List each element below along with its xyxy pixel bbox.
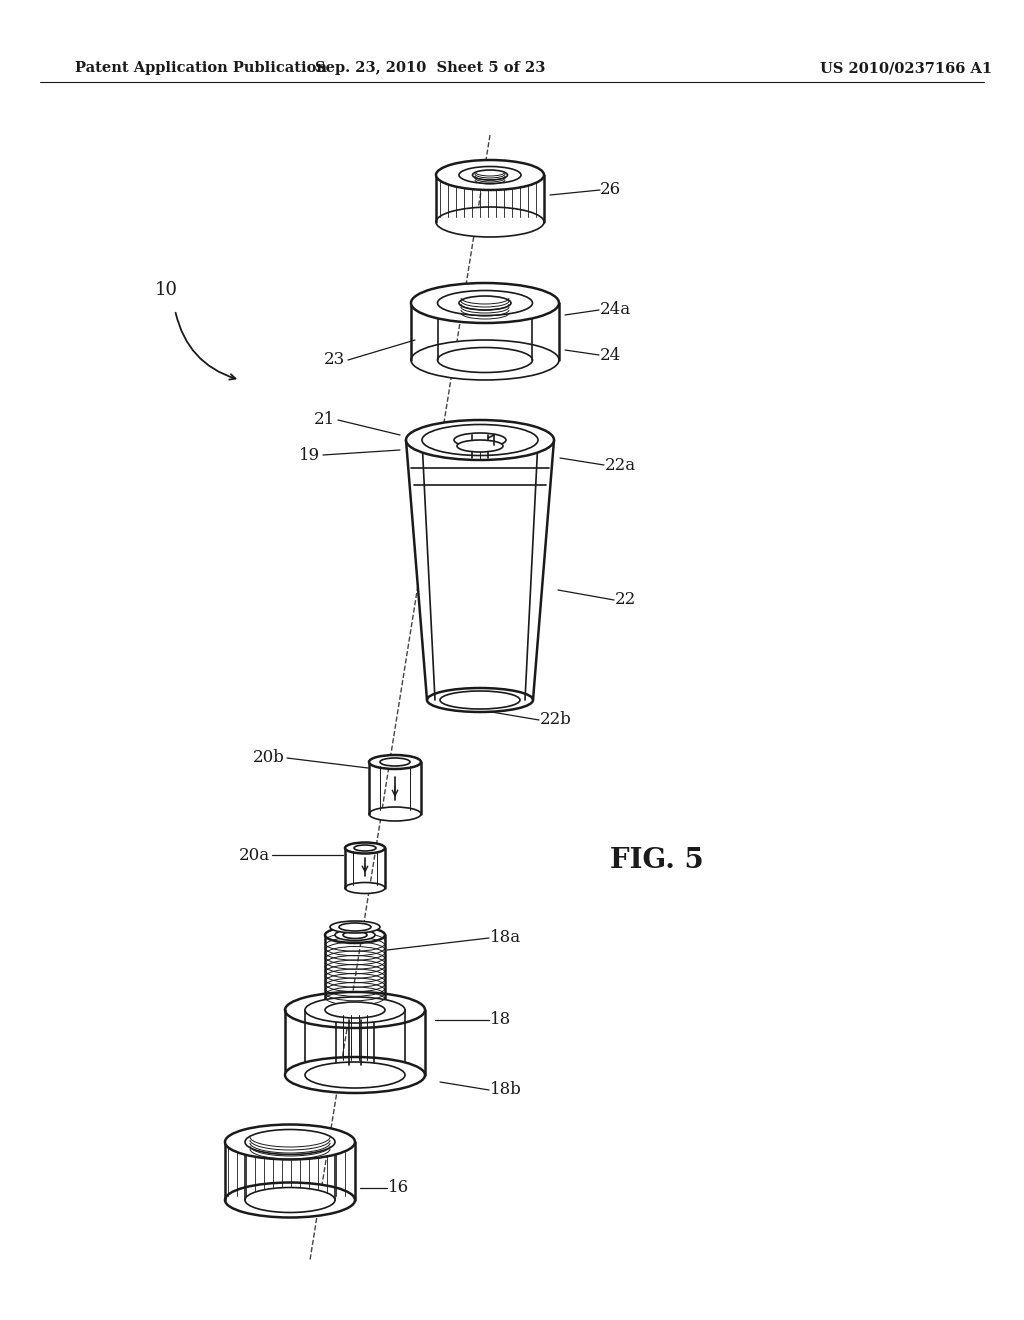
Ellipse shape (437, 290, 532, 315)
Ellipse shape (285, 1057, 425, 1093)
Text: 18a: 18a (490, 929, 521, 946)
Polygon shape (406, 440, 554, 700)
Text: 10: 10 (155, 281, 178, 300)
Ellipse shape (245, 1130, 335, 1155)
Text: 22: 22 (615, 591, 636, 609)
Ellipse shape (436, 207, 544, 238)
Text: Sep. 23, 2010  Sheet 5 of 23: Sep. 23, 2010 Sheet 5 of 23 (314, 61, 545, 75)
Ellipse shape (339, 923, 371, 931)
Ellipse shape (369, 807, 421, 821)
Ellipse shape (457, 440, 503, 451)
Text: 19: 19 (299, 446, 319, 463)
Ellipse shape (354, 845, 376, 851)
Text: 18: 18 (490, 1011, 511, 1028)
Ellipse shape (305, 1063, 406, 1088)
Ellipse shape (345, 883, 385, 894)
Ellipse shape (285, 993, 425, 1028)
Ellipse shape (345, 842, 385, 854)
Ellipse shape (454, 433, 506, 447)
Text: 26: 26 (600, 181, 622, 198)
Text: 16: 16 (388, 1180, 410, 1196)
Ellipse shape (245, 1188, 335, 1213)
Ellipse shape (411, 282, 559, 323)
Text: US 2010/0237166 A1: US 2010/0237166 A1 (820, 61, 992, 75)
Ellipse shape (325, 1002, 385, 1018)
Text: 24: 24 (600, 346, 622, 363)
Ellipse shape (343, 932, 367, 939)
Ellipse shape (436, 160, 544, 190)
Ellipse shape (225, 1125, 355, 1159)
Text: 20a: 20a (239, 846, 270, 863)
Text: 21: 21 (313, 412, 335, 429)
Ellipse shape (472, 170, 508, 180)
Text: 20b: 20b (253, 750, 285, 767)
Ellipse shape (335, 929, 375, 940)
Ellipse shape (406, 420, 554, 459)
Ellipse shape (440, 690, 520, 709)
Ellipse shape (459, 166, 521, 183)
Ellipse shape (380, 758, 410, 766)
Ellipse shape (427, 688, 534, 711)
Text: 24a: 24a (600, 301, 631, 318)
Ellipse shape (411, 341, 559, 380)
Ellipse shape (437, 347, 532, 372)
Text: FIG. 5: FIG. 5 (610, 846, 703, 874)
Ellipse shape (422, 425, 538, 455)
Ellipse shape (369, 755, 421, 770)
Ellipse shape (325, 927, 385, 942)
Text: 18b: 18b (490, 1081, 522, 1098)
Ellipse shape (459, 296, 511, 310)
Text: 22a: 22a (605, 457, 636, 474)
Ellipse shape (305, 997, 406, 1023)
Text: 22b: 22b (540, 711, 571, 729)
Ellipse shape (225, 1183, 355, 1217)
Text: Patent Application Publication: Patent Application Publication (75, 61, 327, 75)
Text: 23: 23 (324, 351, 345, 368)
Ellipse shape (330, 921, 380, 933)
